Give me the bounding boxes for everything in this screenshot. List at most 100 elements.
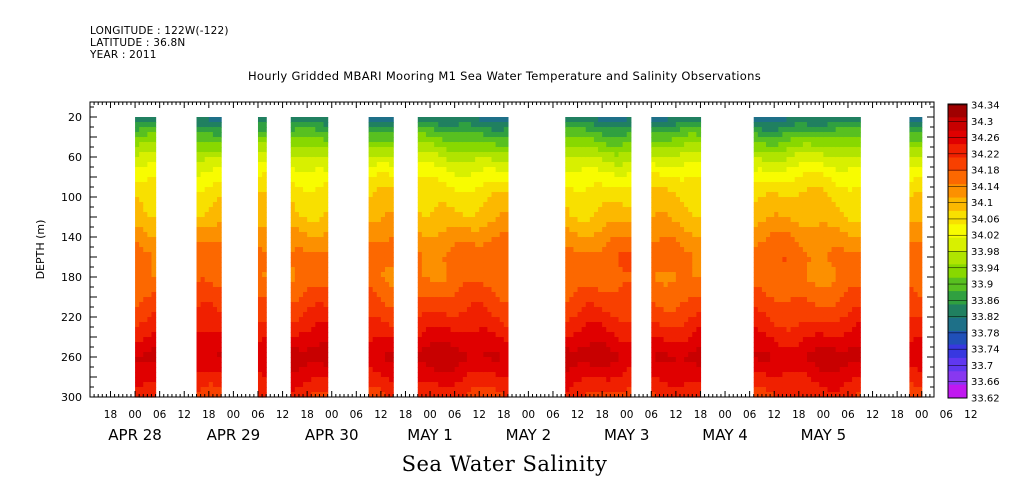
salinity-cell: [602, 292, 607, 298]
salinity-cell: [499, 142, 505, 148]
salinity-cell: [659, 292, 665, 298]
salinity-cell: [438, 142, 443, 148]
salinity-cell: [495, 302, 501, 308]
salinity-cell: [139, 287, 144, 293]
salinity-cell: [311, 312, 316, 318]
salinity-cell: [786, 177, 792, 183]
salinity-cell: [679, 327, 685, 333]
salinity-cell: [790, 352, 796, 358]
salinity-cell: [298, 272, 304, 278]
salinity-cell: [257, 382, 263, 388]
salinity-cell: [434, 222, 439, 228]
salinity-cell: [450, 312, 456, 318]
salinity-cell: [208, 317, 214, 323]
salinity-cell: [151, 217, 157, 223]
salinity-cell: [417, 362, 423, 368]
salinity-cell: [323, 197, 329, 203]
salinity-cell: [372, 232, 378, 238]
salinity-cell: [257, 352, 263, 358]
salinity-cell: [688, 277, 693, 283]
salinity-cell: [487, 267, 493, 273]
salinity-cell: [565, 127, 570, 133]
salinity-cell: [384, 392, 390, 398]
salinity-cell: [143, 182, 148, 188]
salinity-cell: [602, 222, 607, 228]
salinity-cell: [782, 182, 788, 188]
salinity-cell: [315, 197, 321, 203]
salinity-cell: [368, 162, 374, 168]
salinity-cell: [766, 372, 771, 378]
salinity-cell: [770, 327, 775, 333]
salinity-cell: [593, 277, 599, 283]
salinity-cell: [471, 222, 476, 228]
salinity-cell: [598, 157, 603, 163]
salinity-cell: [688, 372, 693, 378]
salinity-cell: [753, 182, 759, 188]
salinity-cell: [135, 132, 140, 138]
salinity-cell: [466, 117, 472, 123]
salinity-cell: [659, 232, 665, 238]
salinity-cell: [483, 122, 489, 128]
salinity-cell: [294, 357, 300, 363]
salinity-cell: [598, 287, 603, 293]
salinity-cell: [663, 187, 669, 193]
salinity-cell: [425, 257, 431, 263]
salinity-cell: [425, 242, 431, 248]
salinity-cell: [417, 172, 423, 178]
salinity-cell: [581, 122, 587, 128]
salinity-cell: [593, 207, 599, 213]
salinity-cell: [761, 312, 767, 318]
salinity-cell: [303, 137, 308, 143]
salinity-cell: [774, 392, 779, 398]
salinity-cell: [475, 222, 480, 228]
salinity-cell: [376, 122, 382, 128]
salinity-cell: [368, 117, 374, 123]
salinity-cell: [458, 307, 464, 313]
salinity-cell: [491, 282, 497, 288]
salinity-cell: [688, 272, 693, 278]
salinity-cell: [450, 317, 456, 323]
salinity-cell: [671, 347, 677, 353]
salinity-cell: [475, 247, 480, 253]
salinity-cell: [577, 277, 583, 283]
salinity-cell: [794, 172, 800, 178]
salinity-cell: [135, 217, 140, 223]
salinity-cell: [503, 182, 509, 188]
salinity-cell: [208, 287, 214, 293]
salinity-cell: [204, 142, 210, 148]
salinity-cell: [602, 307, 607, 313]
salinity-cell: [151, 282, 157, 288]
salinity-cell: [139, 152, 144, 158]
salinity-cell: [442, 292, 448, 298]
salinity-cell: [196, 272, 202, 278]
salinity-cell: [311, 277, 316, 283]
salinity-cell: [417, 297, 423, 303]
salinity-cell: [389, 352, 394, 358]
salinity-cell: [479, 117, 484, 123]
salinity-cell: [458, 332, 464, 338]
salinity-cell: [651, 242, 656, 248]
salinity-cell: [315, 117, 321, 123]
salinity-cell: [794, 207, 800, 213]
salinity-cell: [679, 227, 685, 233]
salinity-cell: [593, 392, 599, 398]
salinity-cell: [606, 222, 611, 228]
salinity-cell: [770, 137, 775, 143]
salinity-cell: [782, 132, 788, 138]
salinity-cell: [573, 337, 579, 343]
salinity-cell: [483, 212, 489, 218]
salinity-cell: [442, 342, 448, 348]
salinity-cell: [659, 312, 665, 318]
salinity-cell: [389, 117, 394, 123]
salinity-cell: [262, 247, 267, 253]
salinity-cell: [257, 202, 263, 208]
salinity-cell: [475, 132, 480, 138]
salinity-cell: [466, 337, 472, 343]
salinity-cell: [212, 367, 218, 373]
salinity-cell: [212, 142, 218, 148]
salinity-cell: [298, 277, 304, 283]
salinity-cell: [479, 292, 484, 298]
salinity-cell: [430, 182, 435, 188]
salinity-cell: [384, 157, 390, 163]
salinity-cell: [368, 237, 374, 243]
